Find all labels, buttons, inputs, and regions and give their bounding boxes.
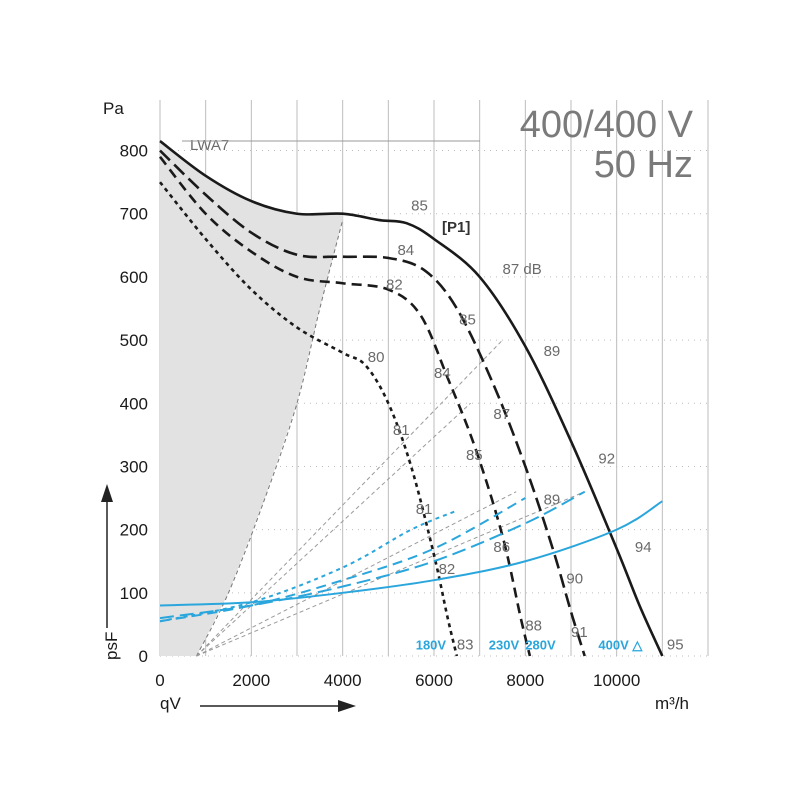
db-label-9: 87 <box>493 406 510 423</box>
db-label-4: 87 dB <box>503 261 542 278</box>
region-boundary <box>196 219 344 657</box>
fan-curve-2 <box>158 156 532 657</box>
voltage-labels: 180V 230V 280V 400V △ <box>416 638 644 653</box>
db-label-6: 84 <box>434 365 451 382</box>
y-axis-arrow-head <box>101 484 113 502</box>
voltage-label-3: 400V △ <box>598 638 643 653</box>
x-tick-4: 8000 <box>506 671 544 690</box>
db-label-3: 80 <box>368 349 385 366</box>
db-label-19: 91 <box>571 624 588 641</box>
db-label-0: 85 <box>411 198 428 215</box>
voltage-label-1: 230V <box>489 638 520 653</box>
db-label-2: 82 <box>386 277 403 294</box>
system-curves <box>196 339 585 657</box>
y-tick-5: 500 <box>120 331 148 350</box>
chart-subtitle: 50 Hz <box>594 144 693 186</box>
x-axis-unit: m³/h <box>655 694 689 713</box>
y-tick-3: 300 <box>120 457 148 476</box>
x-axis-arrow-head <box>338 700 356 712</box>
fan-curve-1 <box>159 149 586 657</box>
x-tick-3: 6000 <box>415 671 453 690</box>
db-label-5: 85 <box>459 311 476 328</box>
y-tick-1: 100 <box>120 584 148 603</box>
x-tick-2: 4000 <box>324 671 362 690</box>
p1-label: [P1] <box>442 219 470 236</box>
power-curve-0 <box>159 500 663 607</box>
y-tick-7: 700 <box>120 205 148 224</box>
db-label-1: 84 <box>397 242 414 259</box>
db-label-16: 90 <box>566 570 583 587</box>
y-tick-2: 200 <box>120 521 148 540</box>
y-tick-6: 600 <box>120 268 148 287</box>
y-axis-unit: Pa <box>103 99 124 118</box>
db-label-14: 86 <box>493 539 510 556</box>
x-tick-1: 2000 <box>232 671 270 690</box>
system-curve-0 <box>196 339 503 657</box>
y-tick-4: 400 <box>120 394 148 413</box>
db-label-15: 82 <box>439 561 456 578</box>
db-label-8: 89 <box>544 343 561 360</box>
db-label-18: 88 <box>525 618 542 635</box>
x-axis-name: qV <box>160 694 181 713</box>
power-curve-3 <box>159 509 458 623</box>
power-curves <box>159 490 663 623</box>
power-curve-2 <box>159 497 526 623</box>
db-label-20: 83 <box>457 637 474 654</box>
voltage-label-2: 280V <box>525 638 556 653</box>
non-operating-region <box>160 141 343 656</box>
db-labels: 85 84 82 80 87 dB 85 84 81 89 87 85 92 89 81 86 82 90 94 8… <box>368 198 684 654</box>
x-tick-5: 10000 <box>593 671 640 690</box>
y-tick-8: 800 <box>120 142 148 161</box>
system-curve-1 <box>196 402 471 657</box>
lwa-label: LWA7 <box>190 137 229 154</box>
db-label-21: 95 <box>667 637 684 654</box>
db-label-7: 81 <box>393 422 410 439</box>
db-label-13: 81 <box>416 501 433 518</box>
chart-title: 400/400 V <box>520 104 694 146</box>
y-tick-0: 0 <box>139 647 148 666</box>
x-tick-0: 0 <box>155 671 164 690</box>
y-axis-name: psF <box>102 632 121 660</box>
db-label-10: 85 <box>466 447 483 464</box>
db-label-17: 94 <box>635 539 652 556</box>
voltage-label-0: 180V <box>416 638 447 653</box>
db-label-12: 89 <box>544 491 561 508</box>
db-label-11: 92 <box>598 450 615 467</box>
axis-ticks: 0 2000 4000 6000 8000 10000 0 100 200 300 400 500 60… <box>120 142 641 690</box>
system-curve-3 <box>196 491 585 657</box>
